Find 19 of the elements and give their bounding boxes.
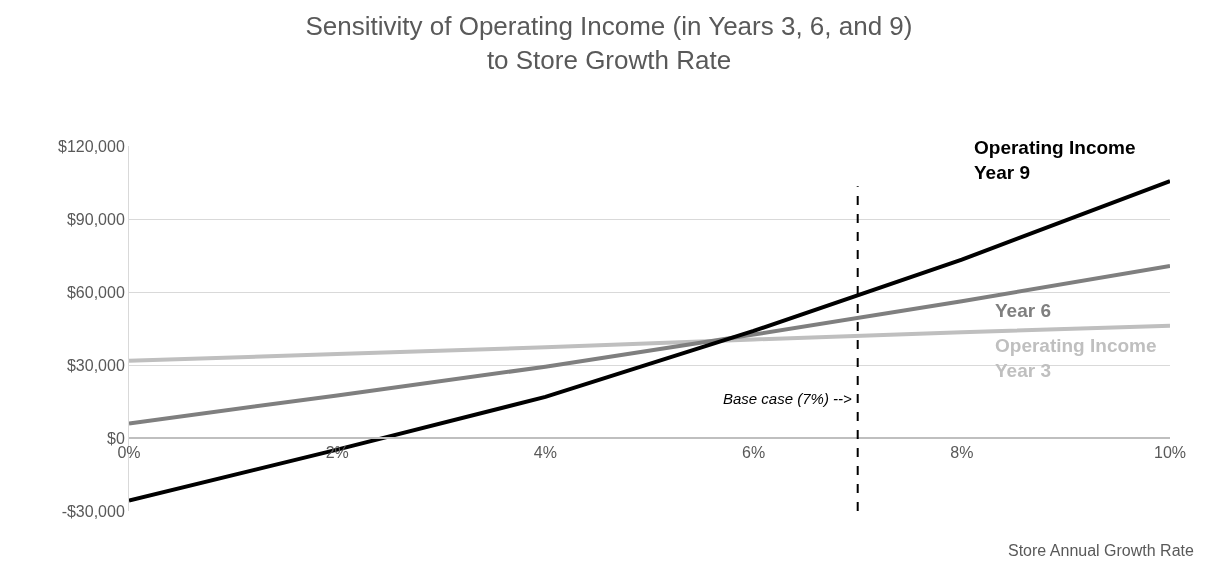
x-tick-label: 8% (950, 444, 974, 462)
y-tick-label: $120,000 (58, 137, 125, 155)
series-label: Operating Income Year 9 (974, 137, 1136, 183)
line-series (129, 323, 1170, 363)
ref-line-label: Base case (7%) --> (723, 390, 853, 407)
series-label: Year 6 (995, 300, 1051, 321)
series-label: Operating Income Year 3 (995, 335, 1157, 381)
y-tick-label: -$30,000 (61, 502, 125, 520)
y-tick-label: $90,000 (66, 210, 125, 228)
x-tick-label: 10% (1153, 444, 1187, 462)
y-tick-label: $30,000 (66, 356, 125, 374)
x-tick-label: 0% (117, 444, 141, 462)
line-series (129, 263, 1170, 426)
y-tick-label: $60,000 (66, 283, 125, 301)
y-tick-label: $0 (107, 429, 125, 447)
chart-title: Sensitivity of Operating Income (in Years 3, 6, and 9) to Store Growth Rate (305, 10, 913, 75)
x-tick-label: 6% (742, 444, 766, 462)
x-axis-title: Store Annual Growth Rate (1008, 542, 1194, 559)
x-tick-label: 4% (533, 444, 557, 462)
